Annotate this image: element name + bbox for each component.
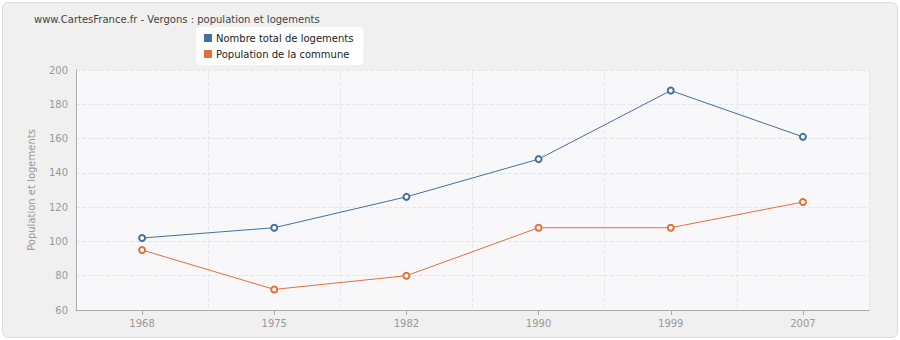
svg-text:1975: 1975	[262, 318, 287, 329]
svg-text:1968: 1968	[129, 318, 154, 329]
svg-text:140: 140	[49, 167, 68, 178]
svg-text:100: 100	[49, 236, 68, 247]
svg-text:180: 180	[49, 99, 68, 110]
svg-text:160: 160	[49, 133, 68, 144]
svg-text:Nombre total de logements: Nombre total de logements	[216, 33, 353, 44]
svg-text:1982: 1982	[394, 318, 419, 329]
svg-text:200: 200	[49, 65, 68, 76]
svg-text:60: 60	[55, 305, 68, 316]
svg-text:80: 80	[55, 270, 68, 281]
svg-text:120: 120	[49, 202, 68, 213]
svg-text:www.CartesFrance.fr - Vergons: www.CartesFrance.fr - Vergons : populati…	[34, 14, 320, 25]
svg-text:2007: 2007	[790, 318, 815, 329]
svg-text:1999: 1999	[658, 318, 683, 329]
svg-text:Population et logements: Population et logements	[26, 129, 37, 251]
svg-text:1990: 1990	[526, 318, 551, 329]
svg-text:Population de la commune: Population de la commune	[216, 49, 349, 60]
